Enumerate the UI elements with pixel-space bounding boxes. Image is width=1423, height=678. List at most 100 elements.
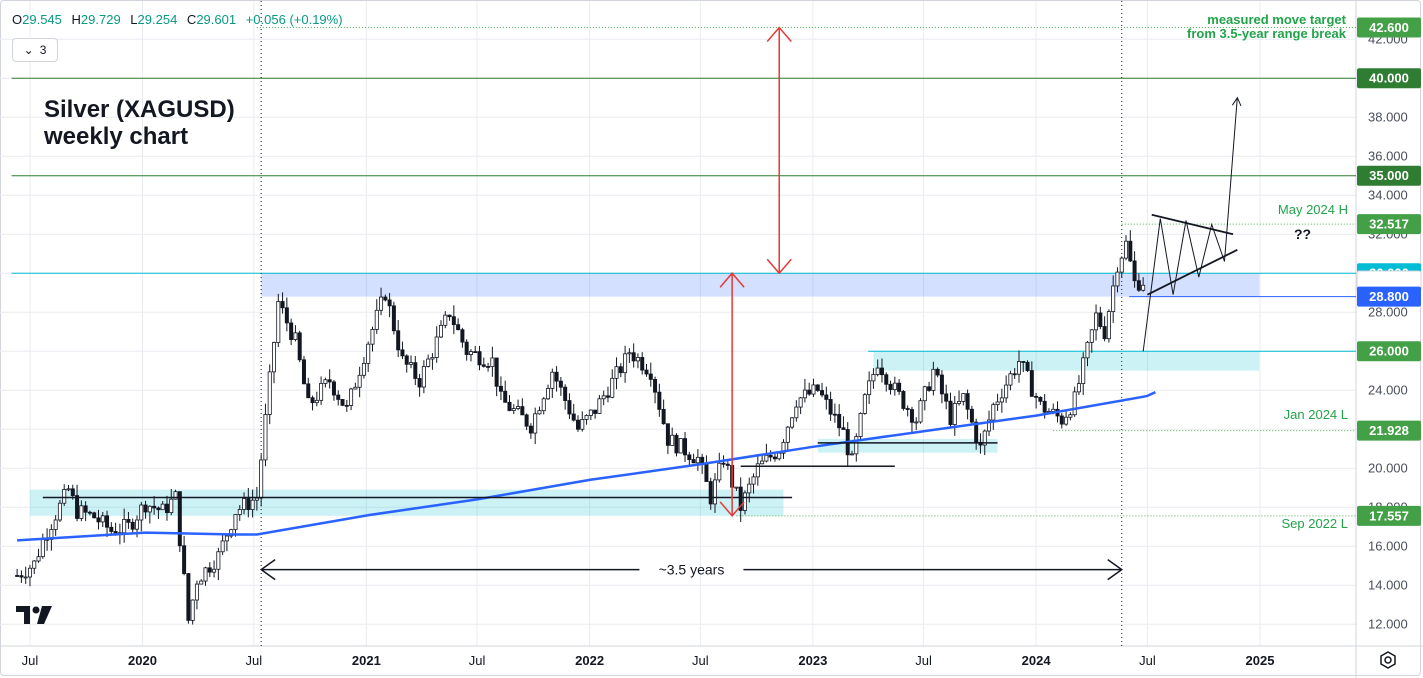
candle-body xyxy=(139,504,144,521)
y-tick-label: 28.000 xyxy=(1368,305,1408,320)
candle-body xyxy=(1064,416,1069,425)
projected-arrowhead xyxy=(1231,96,1242,107)
candle-body xyxy=(837,413,842,429)
candle-body xyxy=(182,545,187,574)
candle-body xyxy=(982,430,987,446)
candle-body xyxy=(721,462,726,465)
price-tag-label: 42.600 xyxy=(1369,20,1409,35)
candle-body xyxy=(379,296,384,311)
candle-body xyxy=(297,332,302,361)
price-tag xyxy=(1357,165,1421,186)
candle-body xyxy=(503,390,508,403)
candle-body xyxy=(156,507,161,511)
candle-body xyxy=(186,573,191,621)
candle-body xyxy=(1042,400,1047,413)
tradingview-logo[interactable] xyxy=(16,604,54,632)
candle-body xyxy=(250,499,255,510)
price-tag xyxy=(1357,505,1421,526)
candle-body xyxy=(794,406,799,419)
candle-body xyxy=(747,483,752,494)
candle-body xyxy=(267,371,272,415)
candle-body xyxy=(811,384,816,395)
candle-body xyxy=(563,386,568,401)
y-tick-label: 12.000 xyxy=(1368,617,1408,632)
candle-body xyxy=(588,409,593,416)
candle-body xyxy=(537,410,542,415)
candle-body xyxy=(164,503,169,514)
ohlc-low-value: 29.254 xyxy=(137,12,178,27)
candle-body xyxy=(922,386,927,402)
candle-body xyxy=(1068,414,1073,418)
candle-body xyxy=(96,517,101,523)
candle-body xyxy=(1102,326,1107,340)
candle-body xyxy=(708,481,713,505)
x-tick-label: 2023 xyxy=(798,653,827,668)
candle-body xyxy=(92,512,97,519)
triangle-lower-line xyxy=(1147,248,1238,296)
candle-body xyxy=(948,400,953,425)
candle-body xyxy=(935,368,940,376)
candle-body xyxy=(725,463,730,466)
candle-body xyxy=(1038,396,1043,402)
candle-body xyxy=(143,504,148,513)
candle-body xyxy=(785,426,790,443)
candle-body xyxy=(554,371,559,382)
candle-body xyxy=(854,436,859,455)
candle-body xyxy=(1089,329,1094,343)
candle-body xyxy=(361,362,366,376)
candle-body xyxy=(901,391,906,409)
candle-body xyxy=(447,314,452,318)
candle-body xyxy=(130,521,135,530)
candle-body xyxy=(147,505,152,513)
candle-body xyxy=(357,374,362,388)
candle-body xyxy=(524,414,529,427)
candle-body xyxy=(1128,240,1133,262)
candle-body xyxy=(657,391,662,410)
price-tag-label: 26.000 xyxy=(1369,344,1409,359)
candle-body xyxy=(627,352,632,355)
candle-body xyxy=(858,412,863,437)
candle-body xyxy=(413,362,418,379)
range-zone xyxy=(29,489,784,516)
candle-body xyxy=(1016,361,1021,375)
candle-body xyxy=(53,519,58,530)
candle-body xyxy=(768,454,773,458)
candle-body xyxy=(391,305,396,332)
triangle-upper-line xyxy=(1151,213,1234,236)
candles xyxy=(15,230,1146,625)
candle-body xyxy=(665,423,670,446)
settings-icon[interactable] xyxy=(1378,650,1398,675)
jan-low-annotation: Jan 2024 L xyxy=(1284,407,1348,422)
candle-body xyxy=(280,301,285,309)
x-tick-label: Jul xyxy=(1139,653,1156,668)
candle-body xyxy=(1059,415,1064,425)
candle-body xyxy=(23,576,28,579)
target-annotation: from 3.5-year range break xyxy=(1187,26,1347,41)
candle-body xyxy=(396,330,401,351)
candle-body xyxy=(584,415,589,420)
candle-body xyxy=(340,399,345,406)
moving-average-line xyxy=(17,391,1156,542)
candle-body xyxy=(207,567,212,573)
candle-body xyxy=(1136,280,1141,291)
candle-body xyxy=(233,514,238,531)
measured-move-arrowhead xyxy=(719,272,745,288)
candle-body xyxy=(490,357,495,367)
candle-body xyxy=(1012,373,1017,376)
indicators-collapse-button[interactable]: ⌄ 3 xyxy=(12,38,58,62)
candle-body xyxy=(1085,341,1090,359)
candle-body xyxy=(533,413,538,434)
candle-body xyxy=(648,373,653,380)
candle-body xyxy=(374,309,379,330)
candle-body xyxy=(477,351,482,366)
candle-body xyxy=(991,404,996,421)
candle-body xyxy=(751,476,756,485)
candle-body xyxy=(259,459,264,499)
ohlc-open-key: O xyxy=(12,12,23,27)
candle-body xyxy=(987,419,992,432)
candle-body xyxy=(623,353,628,374)
x-tick-label: 2020 xyxy=(128,653,157,668)
candle-body xyxy=(203,567,208,582)
candle-body xyxy=(601,395,606,400)
